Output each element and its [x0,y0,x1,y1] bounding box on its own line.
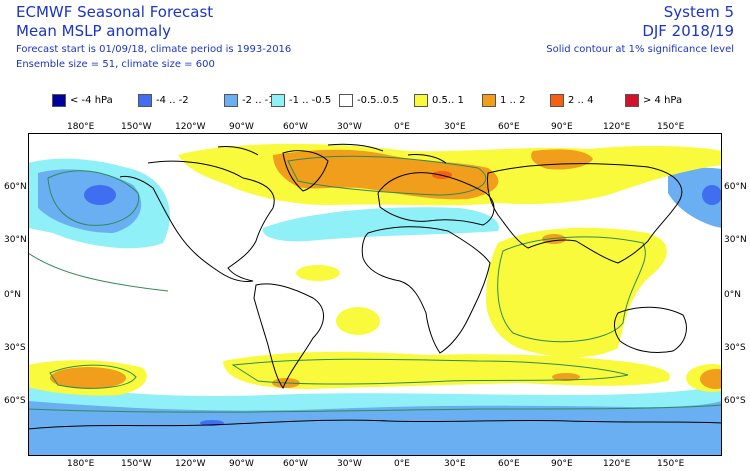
anomaly-map [28,133,722,456]
lon-tick: 90°W [229,459,254,469]
legend-label: -0.5..0.5 [357,95,399,106]
lon-tick: 30°E [444,122,466,132]
system-label: System 5 [663,3,734,21]
lat-tick: 30°N [724,235,747,245]
legend-swatch [339,94,353,107]
lon-tick: 0°E [394,122,410,132]
significance-contours [28,155,722,413]
lat-tick: 30°S [724,343,746,353]
coast-antarctica [28,419,722,430]
neg-pacific-core [84,185,116,205]
lon-tick: 120°W [175,122,206,132]
pos-south-west-orange [50,367,126,389]
lat-tick: 60°N [4,182,27,192]
map-subtitle: Mean MSLP anomaly [16,22,171,40]
lon-tick: 180°E [67,459,95,469]
legend-label: -1 .. -0.5 [289,95,332,106]
legend-swatch [52,94,66,107]
lon-tick: 30°E [444,459,466,469]
neg-band-blue [28,401,722,456]
legend-swatch [224,94,238,107]
lon-tick: 90°E [551,122,573,132]
legend-label: -4 .. -2 [156,95,189,106]
lon-tick: 60°W [283,122,308,132]
contour-south-ring [231,358,629,385]
contour-antarctic [28,404,722,413]
lon-tick: 60°W [283,459,308,469]
coastlines [28,143,722,430]
coast-europe [377,172,495,226]
neg-atlantic-band [262,207,499,242]
legend-swatch [271,94,285,107]
coast-north-america [119,160,275,282]
map-frame [28,133,722,456]
neg-pacific-east [668,167,722,228]
lon-tick: 150°W [121,459,152,469]
coast-asia [487,163,683,264]
lon-tick: 120°E [603,122,631,132]
contour-pacific [47,170,140,226]
lon-tick: 120°W [175,459,206,469]
lon-tick: 60°E [498,122,520,132]
lon-tick: 150°E [657,122,685,132]
forecast-info: Forecast start is 01/09/18, climate peri… [16,44,292,55]
anomaly-fields [28,143,722,456]
lon-tick: 150°E [657,459,685,469]
lon-tick: 0°E [394,459,410,469]
legend-swatch [550,94,564,107]
lat-tick: 60°N [724,182,747,192]
lon-tick: 60°E [498,459,520,469]
lon-tick: 90°E [551,459,573,469]
coast-south-america [253,283,324,390]
lat-tick: 30°N [4,235,27,245]
pos-eq-atlantic [296,265,340,281]
contour-indian [497,236,646,343]
pos-indian-south-orange [552,373,580,381]
lat-tick: 0°N [4,290,21,300]
contour-north [287,155,487,196]
contour-south-west [49,364,137,389]
lat-tick: 60°S [724,396,746,406]
lat-tick: 30°S [4,343,26,353]
neg-pacific-east-core [702,185,722,205]
coast-greenland [282,150,329,192]
map-title: ECMWF Seasonal Forecast [16,3,214,21]
contour-note: Solid contour at 1% significance level [546,44,734,55]
lon-tick: 180°E [67,122,95,132]
legend-swatch [625,94,639,107]
lon-tick: 120°E [603,459,631,469]
lon-tick: 90°W [229,122,254,132]
contour-tropical-pacific [28,252,169,292]
legend-swatch [414,94,428,107]
coast-australia [614,306,687,354]
pos-south-east-orange [700,369,722,389]
legend-label: 0.5.. 1 [432,95,464,106]
legend-label: 2 .. 4 [568,95,594,106]
lon-tick: 150°W [121,122,152,132]
lon-tick: 30°W [337,122,362,132]
lat-tick: 0°N [724,290,741,300]
season-label: DJF 2018/19 [642,22,734,40]
legend-swatch [482,94,496,107]
legend-label: 1 .. 2 [500,95,526,106]
pos-sw-atlantic [336,307,380,335]
lat-tick: 60°S [4,396,26,406]
legend-label: < -4 hPa [70,95,113,106]
legend-label: -2 .. -1 [242,95,275,106]
lon-tick: 30°W [337,459,362,469]
coast-africa [361,226,491,354]
ensemble-info: Ensemble size = 51, climate size = 600 [16,59,215,70]
legend-swatch [138,94,152,107]
legend-label: > 4 hPa [643,95,683,106]
coast-arctic-islands [217,143,447,164]
